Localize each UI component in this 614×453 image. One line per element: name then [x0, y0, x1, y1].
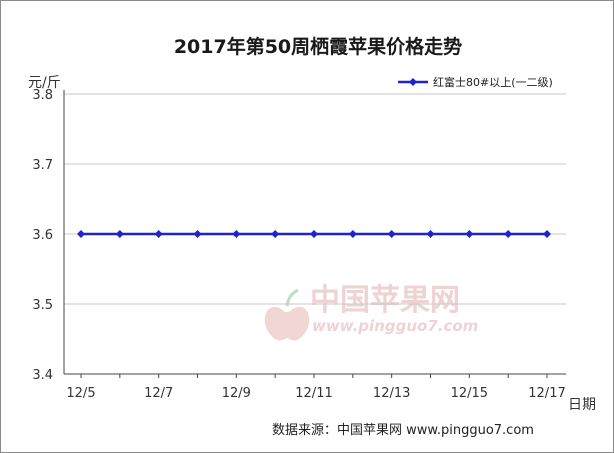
data-point [465, 230, 474, 238]
watermark-site-url: www.pingguo7.com [312, 317, 478, 335]
legend: 红富士80#以上(一二级) [398, 75, 553, 89]
chart-title: 2017年第50周栖霞苹果价格走势 [174, 35, 462, 58]
x-tick-label: 12/9 [222, 386, 251, 401]
data-point [348, 230, 357, 238]
data-point [426, 230, 435, 238]
y-axis-label: 元/斤 [28, 75, 61, 91]
y-tick-labels: 3.4 3.5 3.6 3.7 3.8 [32, 88, 53, 383]
legend-diamond-marker [409, 78, 417, 86]
x-tick-label: 12/15 [451, 386, 488, 401]
watermark-logo: 中国苹果网 www.pingguo7.com [264, 283, 478, 341]
x-axis-label: 日期 [568, 397, 596, 413]
y-tick-label: 3.5 [32, 298, 53, 313]
data-source-note: 数据来源：中国苹果网 www.pingguo7.com [272, 423, 534, 438]
x-tick-label: 12/11 [295, 386, 332, 401]
y-tick-label: 3.6 [32, 228, 53, 243]
y-tick-label: 3.7 [32, 158, 53, 173]
data-point [115, 230, 124, 238]
legend-series-name: 红富士80#以上(一二级) [433, 75, 553, 89]
data-point [193, 230, 202, 238]
x-tick-labels: 12/5 12/7 12/9 12/11 12/13 12/15 12/17 [66, 386, 565, 401]
data-point [154, 230, 163, 238]
x-tick-label: 12/7 [144, 386, 173, 401]
y-tick-label: 3.8 [32, 88, 53, 103]
data-point [310, 230, 318, 238]
data-point [543, 230, 551, 238]
data-point [232, 230, 241, 238]
apple-logo-icon [264, 306, 310, 341]
y-tick-label: 3.4 [32, 368, 53, 383]
watermark-site-name: 中国苹果网 [310, 283, 460, 318]
x-tick-label: 12/17 [528, 386, 565, 401]
series-layer [77, 230, 551, 238]
data-point [387, 230, 396, 238]
data-point [271, 230, 280, 238]
x-tick-label: 12/13 [373, 386, 410, 401]
x-tick-label: 12/5 [66, 386, 95, 401]
axes-layer [63, 90, 566, 378]
data-point [77, 230, 85, 238]
data-point [504, 230, 513, 238]
grid-layer [64, 93, 566, 305]
